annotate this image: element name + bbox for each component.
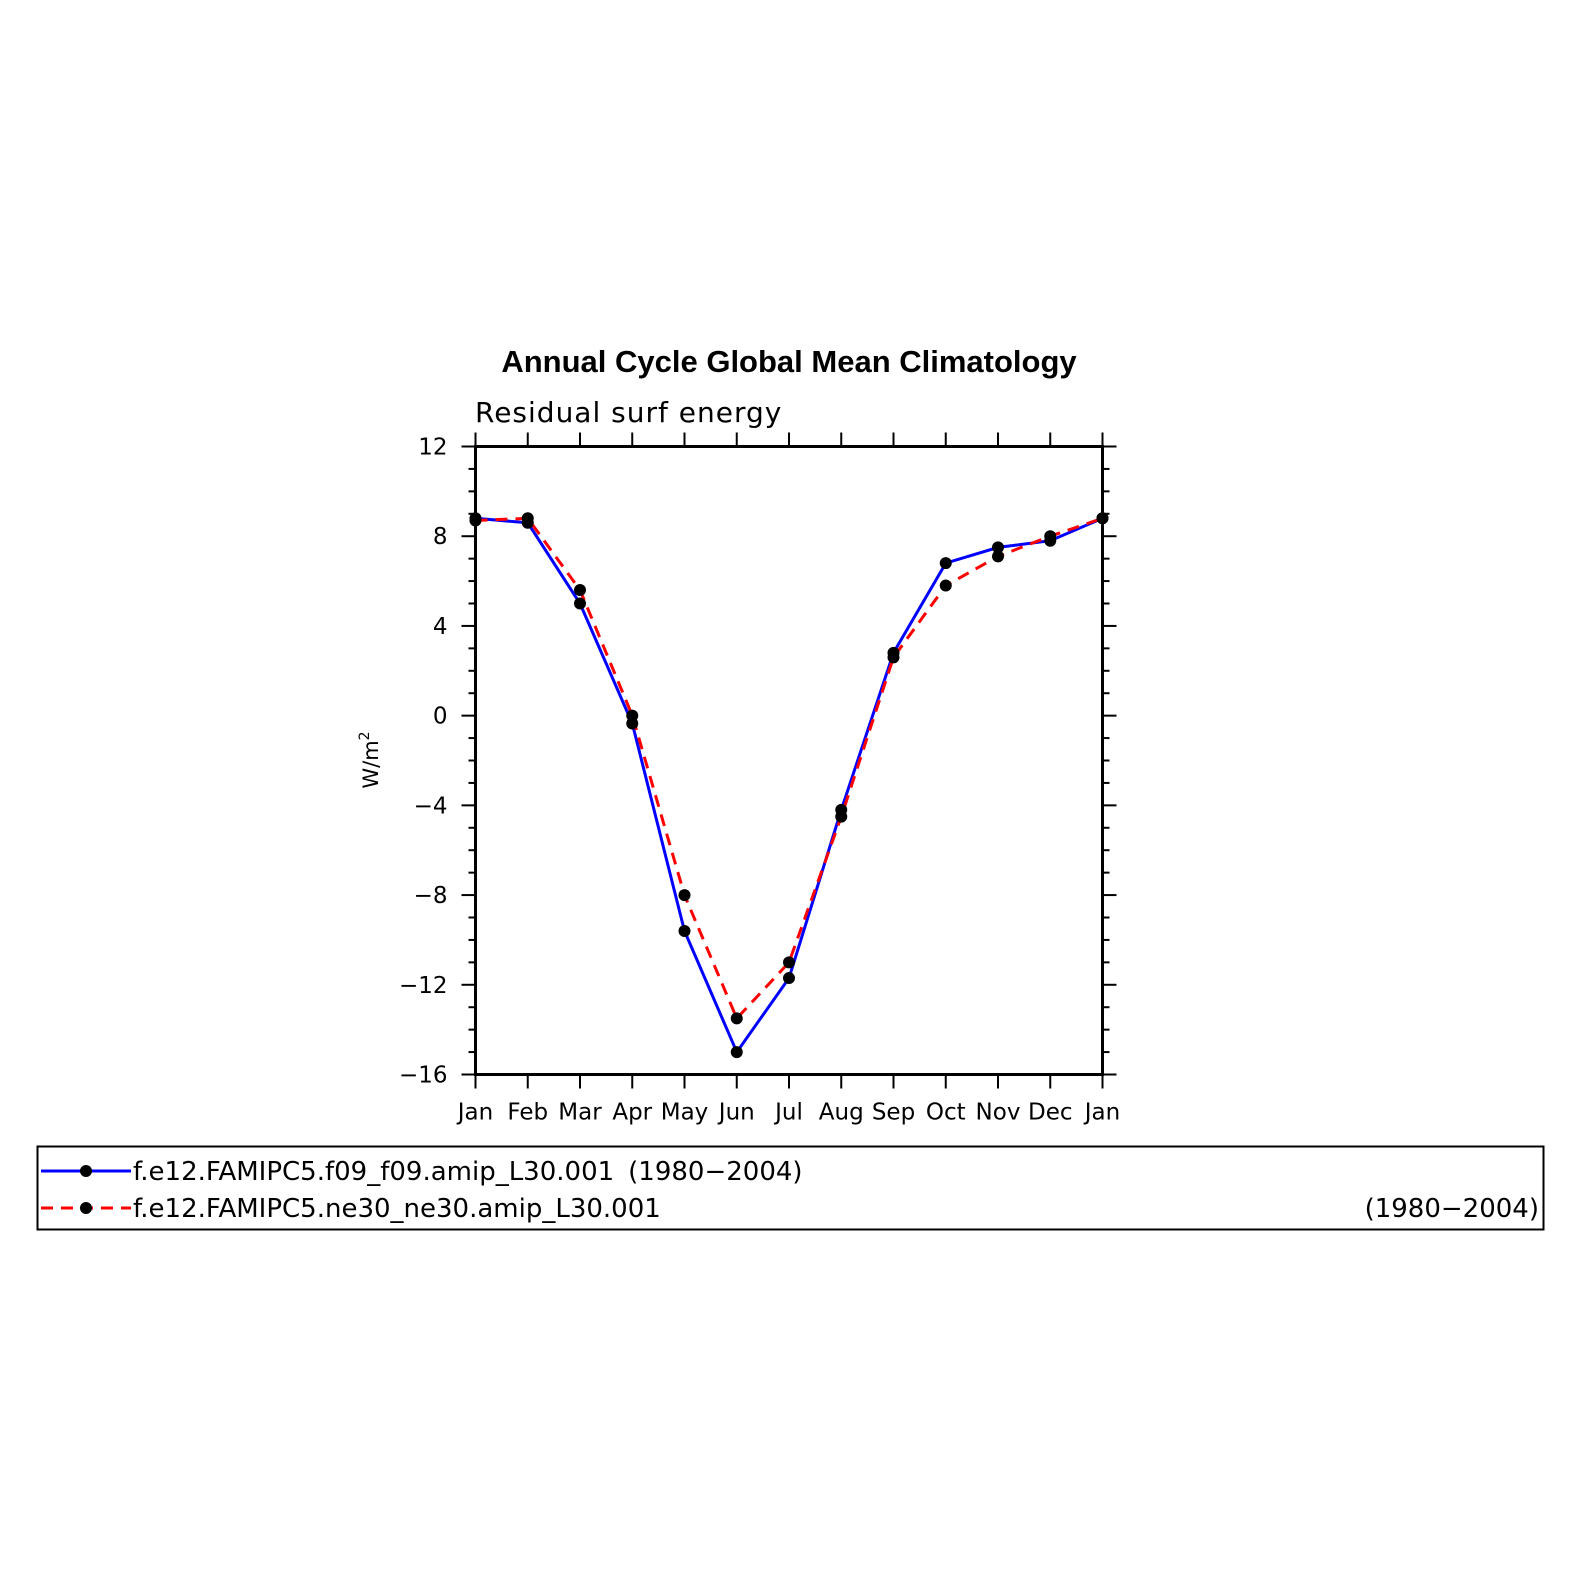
series-1-point xyxy=(730,1046,743,1059)
legend-years-1: (1980−2004) xyxy=(628,1157,802,1187)
y-tick-label: 0 xyxy=(433,704,448,730)
x-tick-label: Aug xyxy=(819,1100,864,1126)
series-1-point xyxy=(678,924,691,937)
x-tick-label: Jun xyxy=(717,1100,755,1126)
legend-swatch-marker-2 xyxy=(80,1202,92,1214)
y-axis-label: W/m2 xyxy=(357,731,383,788)
y-tick-label: 12 xyxy=(418,435,447,461)
series-line-1 xyxy=(475,516,1104,1056)
series-2-point xyxy=(835,810,848,823)
legend-label-2: f.e12.FAMIPC5.ne30_ne30.amip_L30.001 xyxy=(133,1194,661,1224)
axis-tick-labels: 12 8 4 0 −4 −8 −12 −16 Jan Feb Mar Apr May Jun Jul Aug S… xyxy=(399,435,1120,1126)
y-tick-label: −8 xyxy=(414,883,448,909)
series-points xyxy=(469,512,1109,1059)
series-2-point xyxy=(992,550,1004,563)
x-tick-label: Jan xyxy=(1083,1100,1120,1126)
x-tick-label: Apr xyxy=(612,1100,652,1126)
chart-title: Annual Cycle Global Mean Climatology xyxy=(501,344,1077,379)
y-tick-label: −4 xyxy=(414,793,448,819)
x-tick-label: Nov xyxy=(976,1100,1021,1126)
series-1-point xyxy=(992,541,1004,554)
series-2-point xyxy=(887,651,900,664)
y-axis-unit: W/m xyxy=(359,740,383,788)
series-2-point xyxy=(626,709,639,722)
series-line-2 xyxy=(475,516,1103,1022)
x-tick-label: Sep xyxy=(872,1100,915,1126)
x-tick-label: Feb xyxy=(507,1100,548,1126)
chart-subtitle: Residual surf energy xyxy=(475,396,782,429)
series-2-point xyxy=(730,1012,743,1025)
series-2-point xyxy=(574,584,586,597)
plot-frame xyxy=(474,445,1104,1076)
series-2-point xyxy=(1044,530,1057,543)
series-2-point xyxy=(678,889,691,902)
legend: f.e12.FAMIPC5.f09_f09.amip_L30.001 (1980−… xyxy=(36,1145,1545,1231)
x-tick-label: Dec xyxy=(1028,1100,1073,1126)
legend-years-2: (1980−2004) xyxy=(1365,1194,1539,1224)
legend-label-1: f.e12.FAMIPC5.f09_f09.amip_L30.001 xyxy=(133,1157,614,1187)
series-1-point xyxy=(939,557,952,570)
x-tick-label: May xyxy=(661,1100,709,1126)
y-tick-label: −16 xyxy=(399,1063,448,1089)
x-tick-label: Jan xyxy=(456,1100,493,1126)
x-tick-label: Jul xyxy=(773,1100,803,1126)
x-tick-label: Oct xyxy=(926,1100,966,1126)
series-lines xyxy=(475,516,1104,1056)
y-tick-label: −12 xyxy=(399,973,448,999)
x-tick-label: Mar xyxy=(558,1100,602,1126)
y-tick-label: 8 xyxy=(433,524,448,550)
series-1-point xyxy=(783,972,795,985)
series-1-point xyxy=(574,597,586,610)
axis-ticks xyxy=(461,432,1117,1089)
series-2-point xyxy=(939,579,952,592)
svg-text:W/m2: W/m2 xyxy=(357,731,383,788)
legend-swatch-marker-1 xyxy=(80,1165,92,1177)
legend-box xyxy=(36,1145,1545,1231)
series-2-point xyxy=(783,956,795,969)
y-axis-unit-superscript: 2 xyxy=(357,731,373,740)
series-2-point xyxy=(521,512,534,525)
y-tick-label: 4 xyxy=(433,614,448,640)
